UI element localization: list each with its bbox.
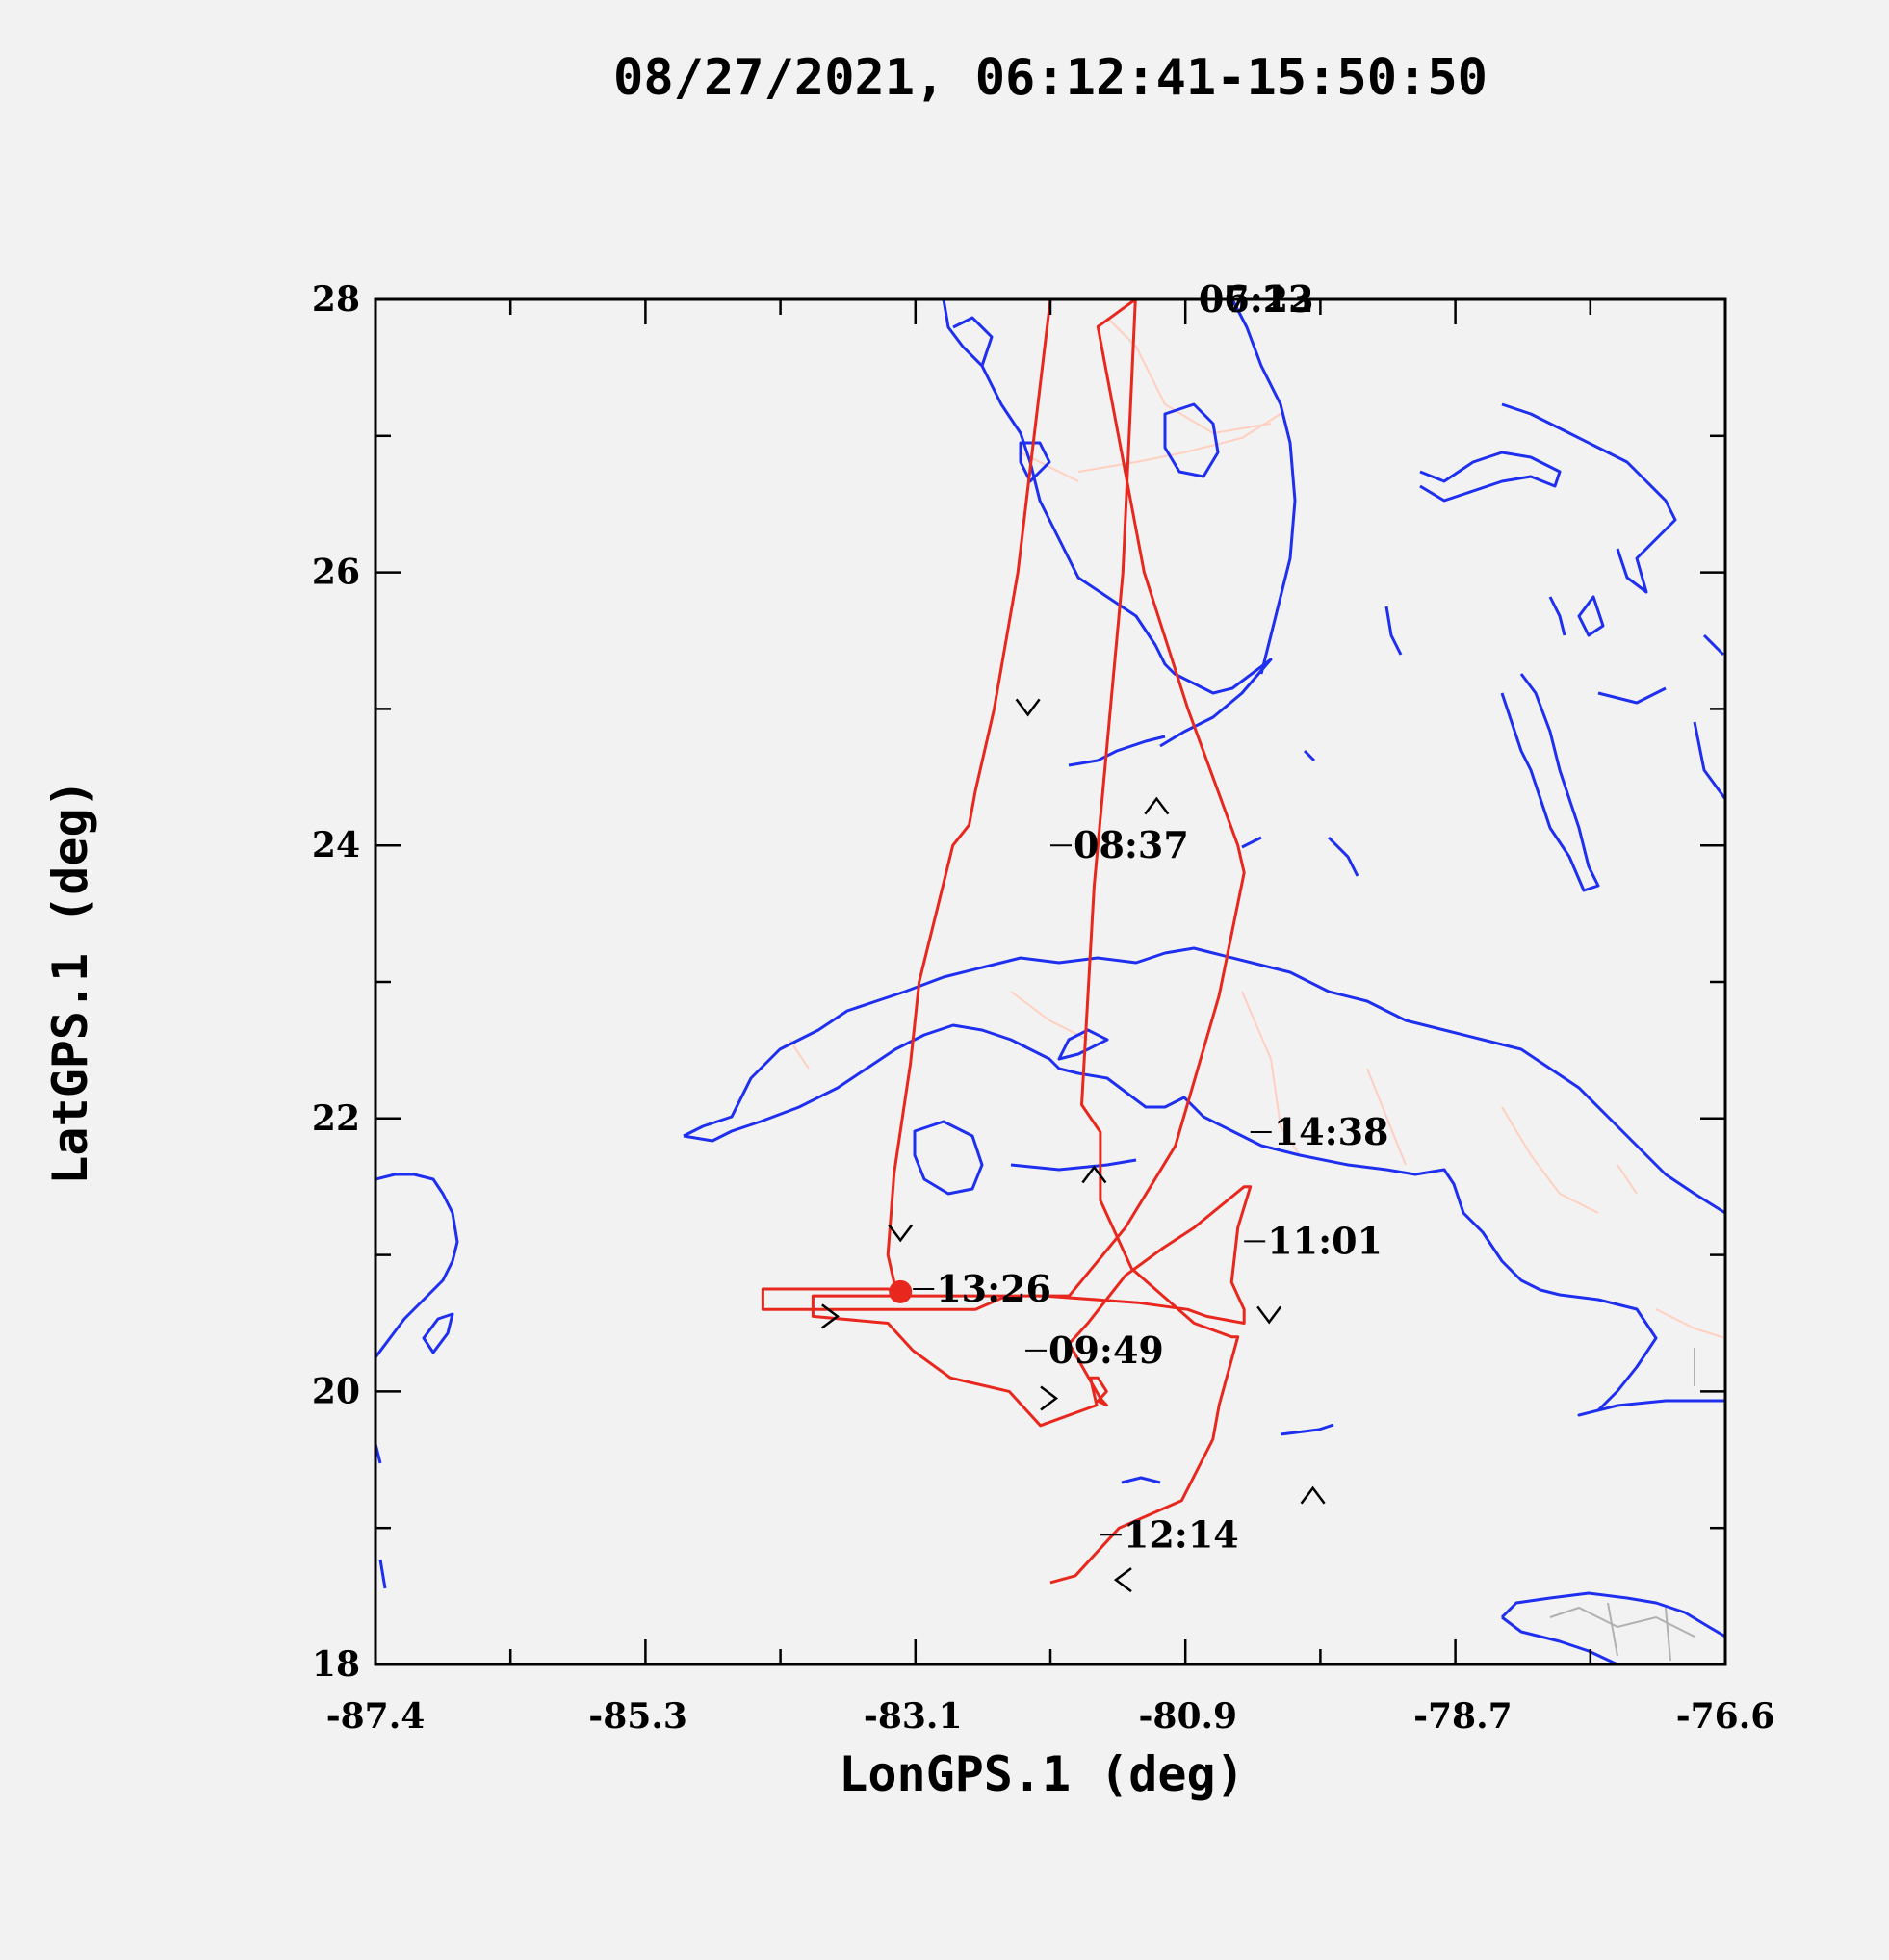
start-position-marker	[889, 1279, 913, 1303]
direction-arrow-5	[821, 1303, 840, 1329]
time-label-1326: 13:26	[936, 1267, 1051, 1310]
florida-east-coast	[1230, 299, 1297, 675]
x-tick-label: -83.1	[864, 1696, 963, 1737]
y-tick-label: 18	[312, 1644, 360, 1685]
time-label-0837: 08:37	[1074, 823, 1189, 866]
direction-arrow-9	[1113, 1567, 1132, 1593]
plot-area	[375, 299, 1725, 1664]
direction-arrow-6	[1040, 1385, 1059, 1411]
yucatan-coast	[375, 1173, 459, 1358]
x-tick-label: -85.3	[588, 1696, 687, 1737]
direction-arrow-8	[1300, 1485, 1326, 1505]
cuba-north-coast	[683, 946, 1725, 1215]
direction-arrow-7	[1256, 1305, 1282, 1325]
map-title: 08/27/2021, 06:12:41-15:50:50	[613, 49, 1488, 107]
y-axis-ticks: 18 20 22 24 26 28	[312, 279, 1725, 1685]
lake-okeechobee	[1163, 402, 1220, 478]
cayman-islands	[1280, 1423, 1334, 1436]
cuba-south-coast	[683, 1023, 1725, 1417]
bahamas-abaco	[1501, 402, 1677, 594]
y-axis-label: LatGPS.1 (deg)	[42, 779, 98, 1184]
florida-west-coast	[942, 299, 1273, 748]
direction-arrow-2	[1144, 796, 1170, 815]
y-tick-label: 20	[312, 1371, 360, 1411]
direction-arrow-4	[1081, 1165, 1107, 1184]
time-label-1214: 12:14	[1124, 1512, 1239, 1556]
x-axis-label: LonGPS.1 (deg)	[839, 1746, 1244, 1802]
bahamas-andros	[1500, 673, 1600, 892]
isla-de-la-juventud	[913, 1120, 984, 1196]
x-axis-ticks: -87.4 -85.3 -83.1 -80.9 -78.7 -76.6	[326, 299, 1775, 1737]
y-tick-label: 28	[312, 279, 360, 320]
time-label-0949: 09:49	[1048, 1328, 1164, 1372]
jamaica-parishes	[1549, 1348, 1695, 1662]
direction-arrow-1	[1015, 698, 1041, 717]
y-tick-label: 26	[312, 553, 360, 593]
time-label-1438: 14:38	[1274, 1110, 1389, 1153]
bahamas-grand-bahama	[1419, 451, 1562, 503]
jamaica-coast	[1500, 1591, 1725, 1638]
map-layer	[375, 299, 1725, 1664]
x-tick-label: -76.6	[1676, 1696, 1775, 1737]
x-tick-label: -78.7	[1413, 1696, 1513, 1737]
flight-track-line	[761, 299, 1253, 1585]
coastlines	[375, 299, 1725, 1664]
time-label-1101: 11:01	[1267, 1219, 1383, 1262]
florida-keys	[1068, 735, 1166, 767]
direction-arrow-3	[888, 1224, 914, 1243]
x-tick-label: -87.4	[326, 1696, 426, 1737]
y-tick-label: 22	[312, 1098, 360, 1139]
y-tick-label: 24	[312, 825, 360, 865]
x-tick-label: -80.9	[1138, 1696, 1237, 1737]
direction-arrows	[821, 698, 1326, 1593]
